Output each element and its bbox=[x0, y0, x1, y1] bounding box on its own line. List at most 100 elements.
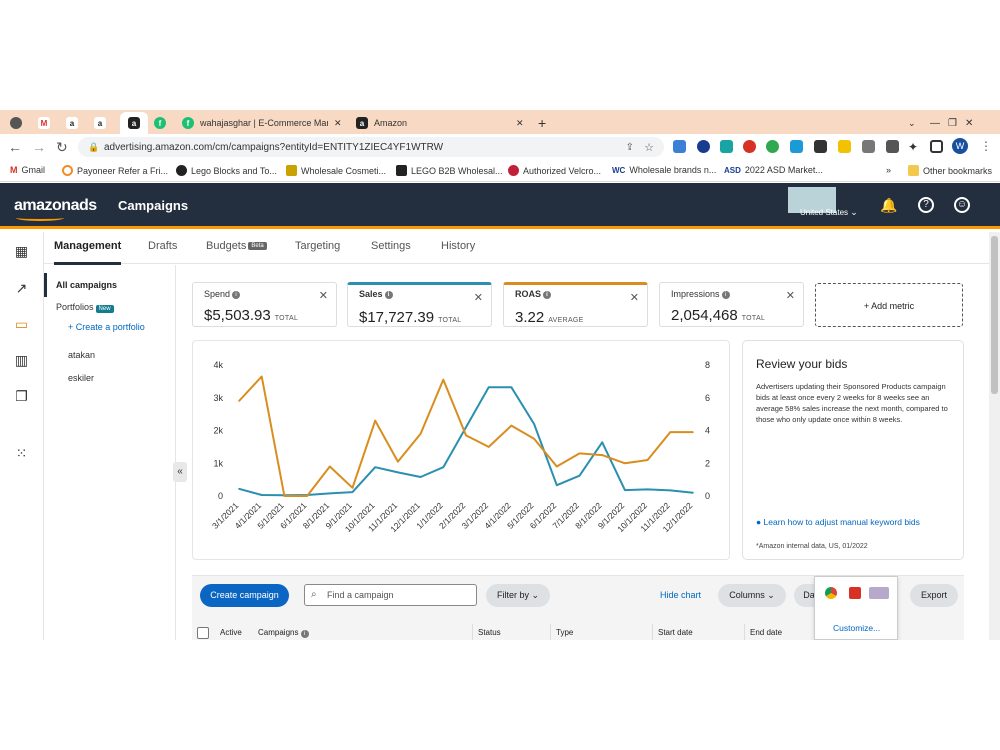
info-icon[interactable]: i bbox=[384, 290, 393, 299]
close-icon[interactable]: ✕ bbox=[785, 290, 795, 302]
extension-icon[interactable] bbox=[766, 140, 779, 153]
pinned-tab-amazon-1[interactable]: a bbox=[66, 112, 88, 134]
add-metric-button[interactable]: + Add metric bbox=[815, 283, 963, 327]
back-icon[interactable]: ← bbox=[8, 139, 22, 155]
close-icon[interactable]: ✕ bbox=[334, 117, 342, 128]
url-field[interactable]: 🔒 advertising.amazon.com/cm/campaigns?en… bbox=[78, 137, 664, 157]
dashboard-icon[interactable]: ▦ bbox=[14, 243, 29, 259]
column-header-active[interactable]: Active bbox=[220, 628, 242, 637]
bookmark-item[interactable]: Wholesale Cosmeti... bbox=[286, 165, 386, 176]
collapse-sidebar-button[interactable]: « bbox=[173, 462, 187, 482]
minimize-icon[interactable]: — bbox=[930, 117, 940, 129]
metric-card-roas[interactable]: ROAS i 3.22 AVERAGE ✕ bbox=[503, 282, 648, 327]
reload-icon[interactable]: ↻ bbox=[56, 139, 68, 155]
share-icon[interactable]: ⇪ bbox=[625, 141, 634, 153]
sidebar-item-all-campaigns[interactable]: All campaigns bbox=[44, 273, 174, 297]
info-icon[interactable]: i bbox=[543, 290, 552, 299]
tab-settings[interactable]: Settings bbox=[371, 240, 411, 252]
bar-chart-icon[interactable]: ▥ bbox=[14, 352, 29, 368]
profile-avatar[interactable]: W bbox=[952, 138, 968, 154]
column-header-campaigns[interactable]: Campaigns i bbox=[258, 628, 309, 638]
tab-fiverr[interactable]: f wahajasghar | E-Commerce Mark ✕ bbox=[182, 112, 344, 134]
sidebar-item-portfolios[interactable]: Portfolios New bbox=[56, 302, 114, 313]
bookmarks-overflow[interactable]: » bbox=[886, 165, 892, 175]
tab-management[interactable]: Management bbox=[54, 240, 122, 265]
close-icon[interactable]: ✕ bbox=[473, 292, 483, 304]
extension-icon[interactable] bbox=[697, 140, 710, 153]
select-all-checkbox[interactable] bbox=[197, 627, 209, 639]
close-window-icon[interactable]: ✕ bbox=[964, 117, 974, 129]
tab-budgets[interactable]: Budgets Beta bbox=[206, 240, 267, 252]
column-header-type[interactable]: Type bbox=[556, 628, 574, 637]
chrome-icon[interactable] bbox=[825, 587, 837, 599]
account-icon[interactable]: ☺ bbox=[954, 197, 970, 213]
maximize-icon[interactable]: ❐ bbox=[948, 117, 957, 129]
pinned-tab-gmail[interactable]: M bbox=[38, 112, 60, 134]
pinned-tab-1[interactable] bbox=[10, 112, 32, 134]
filter-by-button[interactable]: Filter by ⌄ bbox=[486, 584, 550, 607]
forward-icon[interactable]: → bbox=[32, 139, 46, 155]
new-tab-button[interactable]: + bbox=[538, 115, 547, 131]
scrollbar-thumb[interactable] bbox=[991, 236, 998, 394]
extension-icon[interactable] bbox=[862, 140, 875, 153]
info-icon[interactable]: i bbox=[232, 290, 241, 299]
bell-icon[interactable]: 🔔 bbox=[880, 197, 898, 213]
export-button[interactable]: Export bbox=[910, 584, 958, 607]
extension-icon[interactable] bbox=[886, 140, 899, 153]
apps-grid-icon[interactable]: ⁙ bbox=[15, 445, 28, 461]
portfolio-item[interactable]: atakan bbox=[68, 350, 96, 360]
pinned-tab-amazon-2[interactable]: a bbox=[94, 112, 116, 134]
column-header-status[interactable]: Status bbox=[478, 628, 501, 637]
extension-icon[interactable] bbox=[790, 140, 803, 153]
other-bookmarks[interactable]: Other bookmarks bbox=[908, 165, 992, 176]
amazonads-logo[interactable]: amazonads bbox=[14, 197, 97, 221]
puzzle-icon[interactable]: ✦ bbox=[908, 140, 919, 154]
bookmark-item[interactable]: M Gmail bbox=[10, 165, 45, 175]
close-icon[interactable]: ✕ bbox=[516, 117, 524, 128]
tab-search-icon[interactable]: ⌄ bbox=[908, 117, 916, 128]
customize-link[interactable]: Customize... bbox=[833, 623, 881, 633]
create-portfolio-link[interactable]: + Create a portfolio bbox=[68, 322, 145, 332]
hide-chart-link[interactable]: Hide chart bbox=[660, 590, 702, 600]
pinned-tab-amazon-active[interactable]: a bbox=[120, 112, 148, 134]
extension-icon[interactable] bbox=[838, 140, 851, 153]
more-vert-icon[interactable]: ⋮ bbox=[980, 139, 992, 153]
star-icon[interactable]: ☆ bbox=[644, 141, 654, 154]
page-scrollbar[interactable] bbox=[989, 232, 1000, 640]
help-icon[interactable]: ? bbox=[918, 197, 934, 213]
bookmark-item[interactable]: LEGO B2B Wholesal... bbox=[396, 165, 503, 176]
bookmark-item[interactable]: Lego Blocks and To... bbox=[176, 165, 277, 176]
campaign-search-input[interactable]: ⌕ Find a campaign bbox=[304, 584, 477, 606]
sidebar-icon[interactable] bbox=[930, 140, 943, 153]
columns-button[interactable]: Columns ⌄ bbox=[718, 584, 786, 607]
column-header-end-date[interactable]: End date bbox=[750, 628, 783, 637]
extension-icon[interactable] bbox=[814, 140, 827, 153]
wallet-icon[interactable]: ▭ bbox=[14, 316, 29, 332]
extension-icon[interactable] bbox=[673, 140, 686, 153]
metric-card-spend[interactable]: Spend i $5,503.93 TOTAL ✕ bbox=[192, 282, 337, 327]
extension-icon[interactable] bbox=[743, 140, 756, 153]
close-icon[interactable]: ✕ bbox=[629, 292, 639, 304]
extension-icon[interactable] bbox=[869, 587, 889, 599]
column-header-start-date[interactable]: Start date bbox=[658, 628, 693, 637]
library-icon[interactable]: ❐ bbox=[15, 388, 28, 404]
extension-icon[interactable] bbox=[720, 140, 733, 153]
portfolio-item[interactable]: eskiler bbox=[68, 373, 95, 383]
metric-card-impressions[interactable]: Impressions i 2,054,468 TOTAL ✕ bbox=[659, 282, 804, 327]
info-icon[interactable]: i bbox=[721, 290, 730, 299]
bookmark-item[interactable]: Payoneer Refer a Fri... bbox=[62, 165, 168, 176]
tab-history[interactable]: History bbox=[441, 240, 476, 252]
trend-icon[interactable]: ↗ bbox=[15, 280, 28, 296]
bookmark-item[interactable]: ASD 2022 ASD Market... bbox=[724, 165, 823, 175]
bookmark-item[interactable]: WC Wholesale brands n... bbox=[612, 165, 716, 175]
extension-icon[interactable] bbox=[849, 587, 861, 599]
country-selector[interactable]: United States ⌄ bbox=[800, 207, 858, 218]
tab-drafts[interactable]: Drafts bbox=[148, 240, 178, 252]
pinned-tab-fiverr[interactable]: f bbox=[154, 112, 176, 134]
learn-bids-link[interactable]: ● Learn how to adjust manual keyword bid… bbox=[756, 516, 956, 529]
create-campaign-button[interactable]: Create campaign bbox=[200, 584, 289, 607]
tab-targeting[interactable]: Targeting bbox=[295, 240, 341, 252]
bookmark-item[interactable]: Authorized Velcro... bbox=[508, 165, 601, 176]
close-icon[interactable]: ✕ bbox=[318, 290, 328, 302]
tab-amazon[interactable]: a Amazon ✕ bbox=[356, 112, 526, 134]
